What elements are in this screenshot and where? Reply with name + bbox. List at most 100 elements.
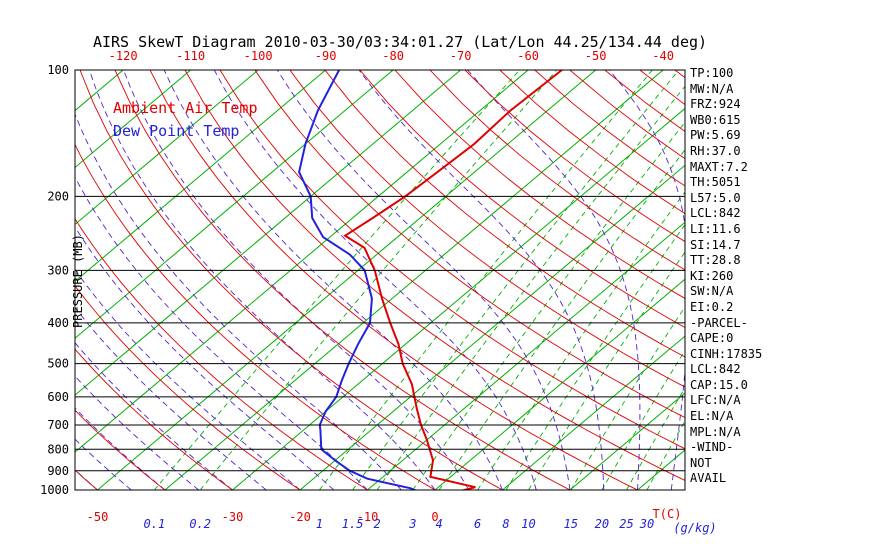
- dry-adiabat-line: [75, 285, 301, 490]
- moist-adiabat-line: [75, 407, 166, 490]
- mixing-ratio-label: 0.1: [144, 517, 166, 531]
- moist-adiabat-line: [276, 70, 571, 490]
- stat-line: LFC:N/A: [690, 393, 741, 408]
- moist-adiabat-line: [75, 268, 301, 490]
- bottom-temp-label: 0: [431, 510, 438, 524]
- dry-adiabat-line: [359, 70, 685, 329]
- stat-line: SI:14.7: [690, 237, 741, 252]
- dry-adiabat-lines: [75, 70, 685, 490]
- mixing-ratio-line: [477, 191, 685, 490]
- moist-adiabat-line: [75, 112, 402, 490]
- mixing-ratio-line: [376, 85, 685, 490]
- stat-line: LCL:842: [690, 362, 741, 377]
- moist-adiabat-line: [75, 438, 132, 490]
- dry-adiabat-line: [219, 70, 685, 450]
- dry-adiabat-line: [75, 409, 166, 490]
- isotherm-line: [502, 335, 685, 490]
- stat-line: FRZ:924: [690, 97, 741, 112]
- dry-adiabat-line: [75, 217, 368, 490]
- moist-adiabat-line: [163, 70, 503, 490]
- stat-line: TH:5051: [690, 175, 741, 190]
- stat-line: WB0:615: [690, 112, 741, 127]
- isotherm-line: [434, 278, 685, 490]
- isotherm-line: [569, 392, 685, 490]
- top-temp-label: -50: [585, 49, 607, 63]
- isotherm-line: [75, 70, 259, 226]
- chart-legend: Ambient Air Temp Dew Point Temp: [113, 97, 258, 143]
- moist-adiabat-line: [123, 70, 470, 490]
- top-temp-label: -60: [517, 49, 539, 63]
- pressure-tick-label: 100: [47, 63, 69, 77]
- stat-line: LI:11.6: [690, 221, 741, 236]
- pressure-tick-label: 500: [47, 357, 69, 371]
- stats-panel: TP:100 MW:N/A FRZ:924 WB0:615 PW:5.69 RH:37.0…: [690, 66, 762, 487]
- mixing-ratio-label: 6: [474, 517, 481, 531]
- dry-adiabat-line: [75, 143, 436, 490]
- pressure-tick-label: 200: [47, 189, 69, 203]
- pressure-tick-label: 700: [47, 418, 69, 432]
- moist-adiabat-line: [75, 342, 233, 490]
- mixing-ratio-line: [352, 70, 680, 490]
- mixing-ratio-label: 1: [316, 517, 323, 531]
- stat-line: SW:N/A: [690, 284, 734, 299]
- stat-line: EI:0.2: [690, 299, 734, 314]
- bottom-temp-label: -10: [357, 510, 379, 524]
- isotherm-line: [75, 70, 191, 169]
- isotherm-line: [97, 70, 596, 490]
- bottom-temp-label: -20: [289, 510, 311, 524]
- chart-title: AIRS SkewT Diagram 2010-03-30/03:34:01.2…: [92, 33, 708, 51]
- mixing-ratio-label: 15: [564, 517, 578, 531]
- dry-adiabat-line: [289, 70, 685, 388]
- stat-line: MAXT:7.2: [690, 159, 748, 174]
- dry-adiabat-line: [429, 70, 685, 271]
- mixing-ratio-lines: [154, 70, 685, 490]
- stat-line: AVAIL: [690, 471, 727, 486]
- mixing-ratio-label: 2: [373, 517, 380, 531]
- mixing-ratio-label: 30: [639, 517, 654, 531]
- mixing-ratio-label: 3: [408, 517, 416, 531]
- moist-adiabat-line: [75, 226, 335, 490]
- mixing-ratio-label: 8: [502, 517, 509, 531]
- top-temp-label: -70: [450, 49, 472, 63]
- top-temp-label: -100: [244, 49, 273, 63]
- mixing-ratio-line: [199, 70, 558, 490]
- top-temp-label: -80: [382, 49, 404, 63]
- isotherm-line: [75, 70, 461, 396]
- moist-adiabat-line: [358, 70, 605, 490]
- mixing-ratio-line: [505, 223, 685, 490]
- isotherm-line: [75, 70, 394, 339]
- stat-line: PW:5.69: [690, 128, 741, 143]
- y-axis-title: PRESSURE (MB): [71, 234, 85, 328]
- mixing-ratio-line: [438, 149, 685, 490]
- pressure-tick-label: 300: [47, 263, 69, 277]
- temp-unit-label: T(C): [653, 507, 682, 521]
- pressure-tick-label: 1000: [40, 483, 69, 497]
- dry-adiabat-line: [324, 70, 685, 358]
- stat-line: RH:37.0: [690, 143, 741, 158]
- dry-adiabat-line: [79, 70, 503, 490]
- moist-adiabat-line: [0, 70, 30, 490]
- bottom-temp-label: -50: [87, 510, 109, 524]
- mixing-ratio-line: [601, 349, 685, 490]
- isotherm-line: [367, 221, 685, 490]
- moist-adiabat-line: [467, 70, 641, 490]
- mixing-ratio-label: 25: [619, 517, 633, 531]
- mixing-ratio-line: [154, 70, 520, 490]
- dry-adiabat-line: [394, 70, 685, 299]
- stat-line: KI:260: [690, 268, 734, 283]
- plot-border: [74, 69, 686, 491]
- moist-adiabat-line: [88, 70, 436, 490]
- dry-adiabat-line: [75, 348, 233, 490]
- stat-line: MW:N/A: [690, 81, 734, 96]
- pressure-tick-label: 800: [47, 442, 69, 456]
- mixing-ratio-label: 10: [521, 517, 535, 531]
- isotherm-line: [75, 70, 326, 282]
- stat-line: MPL:N/A: [690, 424, 741, 439]
- dry-adiabat-line: [184, 70, 685, 481]
- stat-line: CINH:17835: [690, 346, 763, 361]
- top-temp-label: -120: [109, 49, 138, 63]
- stat-line: NOT: [690, 455, 712, 470]
- stat-line: CAP:15.0: [690, 377, 748, 392]
